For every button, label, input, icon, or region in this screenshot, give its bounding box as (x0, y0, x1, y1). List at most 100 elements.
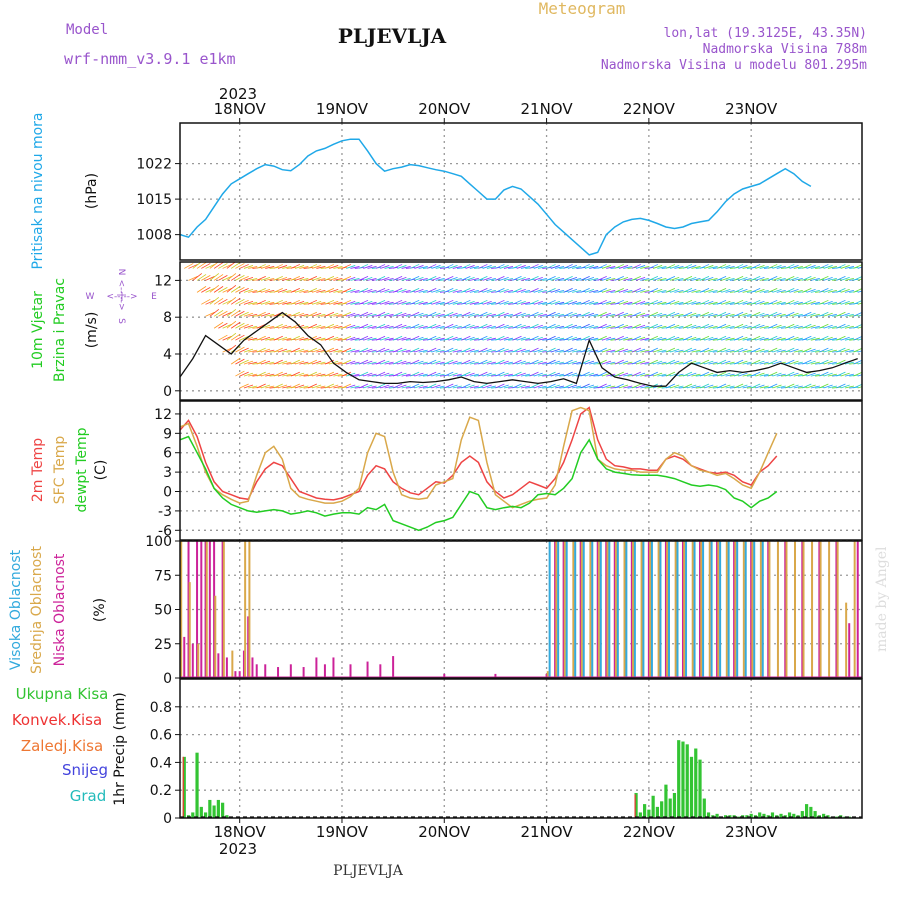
wind-barb (631, 311, 641, 317)
wind-barb (844, 349, 855, 353)
wind-barb (806, 360, 816, 365)
wind-barb (584, 384, 595, 389)
wind-barb (520, 361, 531, 365)
wind-barb (307, 347, 318, 353)
wind-barb (721, 312, 731, 317)
wind-barb (444, 299, 454, 305)
wind-barb (282, 349, 292, 353)
wind-barb (478, 287, 488, 293)
wind-barb (516, 384, 526, 389)
wind-barb (367, 385, 377, 389)
wind-barb (192, 273, 203, 281)
wind-barb (785, 335, 795, 341)
precip-bar (770, 812, 775, 818)
wind-barb (533, 348, 543, 353)
wind-barb (375, 287, 386, 293)
wind-barb (196, 262, 207, 269)
wind-barb (401, 313, 411, 317)
wind-barb (653, 288, 663, 293)
wind-barb (209, 285, 220, 293)
wind-barb (567, 277, 578, 281)
compass-arrows-h: <--|--> (106, 292, 137, 302)
wind-barb (699, 264, 710, 269)
wind-barb (512, 299, 522, 305)
wind-barb (776, 385, 786, 389)
wind-barb (461, 371, 471, 377)
wind-barb (853, 264, 862, 269)
wind-barb (290, 264, 300, 269)
wind-barb (614, 311, 624, 317)
y-tick-label: 0 (163, 485, 172, 501)
wind-barb (218, 310, 228, 317)
wind-barb (772, 265, 782, 269)
wind-barb (486, 337, 496, 341)
wind-barb (606, 373, 616, 377)
wind-barb (235, 334, 245, 341)
wind-barb (350, 337, 360, 341)
sfc-line (180, 406, 778, 509)
wind-barb (533, 300, 543, 305)
wind-barb (384, 349, 394, 353)
wind-barb (665, 383, 676, 389)
wind-barb (537, 385, 548, 389)
wind-barb (716, 335, 727, 341)
wind-barb (721, 348, 731, 353)
wind-barb (499, 384, 509, 389)
wind-barb (392, 335, 403, 341)
wind-barb (294, 336, 305, 341)
wind-barb (495, 323, 505, 329)
wind-barb (772, 277, 782, 281)
wind-barb (350, 313, 360, 317)
wind-barb (444, 359, 454, 365)
wind-barb (584, 312, 595, 317)
wind-barb (218, 383, 227, 388)
wind-barb (299, 313, 309, 317)
wind-barb (623, 325, 633, 329)
wind-barb (299, 337, 309, 341)
wind-barb (665, 335, 676, 341)
model-elevation-text: Nadmorska Visina u modelu 801.295m (601, 58, 867, 73)
wind-barb (230, 321, 241, 329)
wind-barb (431, 324, 441, 329)
wind-barb (401, 278, 411, 281)
wind-barb (222, 323, 232, 329)
wind-barb (572, 361, 582, 365)
wind-barb (853, 300, 862, 305)
wind-barb (759, 278, 769, 281)
wind-barb (397, 372, 407, 377)
wind-barb (193, 321, 202, 328)
chart-panels: 10221015100812840129630-3-610075502500.8… (136, 118, 863, 827)
wind-barb (635, 277, 646, 281)
wind-barb (260, 372, 271, 377)
wind-barb (516, 336, 526, 341)
wind-barb (226, 308, 237, 317)
wind-barb (618, 265, 629, 269)
wind-barb (243, 324, 254, 329)
wind-barb (819, 264, 829, 269)
wind-barb (614, 359, 624, 365)
wind-barb (235, 310, 245, 317)
wind-barb (772, 324, 782, 329)
wind-barb (806, 277, 816, 281)
wind-barb (823, 312, 833, 317)
wind-barb (751, 347, 761, 353)
wind-barb (499, 288, 509, 293)
wind-barb (239, 347, 249, 353)
wind-barb (682, 323, 693, 329)
wind-barb (759, 337, 769, 341)
wind-barb (299, 266, 309, 269)
wind-barb (772, 312, 782, 317)
lonlat-text: lon,lat (19.3125E, 43.35N) (664, 26, 868, 41)
wind-barb (691, 301, 701, 305)
wind-barb (516, 348, 526, 353)
wind-barb (708, 278, 718, 281)
wind-barb (793, 313, 803, 317)
cloud-panel-labels: Visoka Oblacnost Srednja Oblacnost Niska… (8, 546, 108, 674)
wind-barb (665, 323, 676, 329)
precip-bar (822, 813, 826, 818)
wind-barb (495, 276, 505, 281)
wind-barb (282, 325, 292, 329)
wind-barb (742, 373, 752, 377)
y-tick-label: 12 (154, 273, 172, 289)
wind-barb (537, 278, 548, 281)
